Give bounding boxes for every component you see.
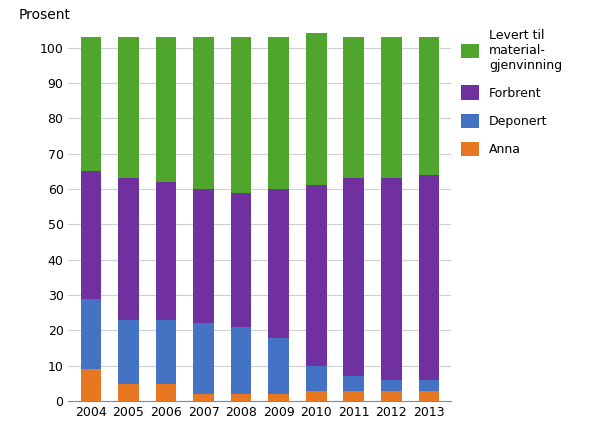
Bar (156, 320, 176, 383)
Bar (306, 391, 326, 401)
Bar (156, 383, 176, 401)
Bar (118, 383, 139, 401)
Bar (306, 185, 326, 366)
Bar (193, 37, 214, 189)
Bar (343, 37, 364, 178)
Bar (231, 37, 251, 193)
Bar (81, 171, 101, 299)
Bar (306, 366, 326, 391)
Bar (81, 299, 101, 369)
Bar (231, 193, 251, 327)
Bar (118, 178, 139, 320)
Bar (268, 337, 289, 394)
Bar (306, 33, 326, 185)
Bar (118, 37, 139, 178)
Bar (81, 37, 101, 171)
Bar (231, 327, 251, 394)
Bar (268, 394, 289, 401)
Bar (231, 394, 251, 401)
Bar (381, 178, 401, 380)
Bar (418, 380, 439, 391)
Bar (381, 380, 401, 391)
Bar (193, 394, 214, 401)
Bar (381, 391, 401, 401)
Bar (381, 37, 401, 178)
Bar (156, 182, 176, 320)
Bar (343, 178, 364, 377)
Bar (343, 391, 364, 401)
Bar (268, 189, 289, 337)
Text: Prosent: Prosent (19, 9, 71, 23)
Bar (193, 323, 214, 394)
Bar (81, 369, 101, 401)
Bar (418, 37, 439, 175)
Bar (343, 377, 364, 391)
Bar (193, 189, 214, 323)
Bar (118, 320, 139, 383)
Bar (418, 391, 439, 401)
Legend: Levert til
material-
gjenvinning, Forbrent, Deponert, Anna: Levert til material- gjenvinning, Forbre… (462, 29, 562, 156)
Bar (268, 37, 289, 189)
Bar (156, 37, 176, 182)
Bar (418, 175, 439, 380)
